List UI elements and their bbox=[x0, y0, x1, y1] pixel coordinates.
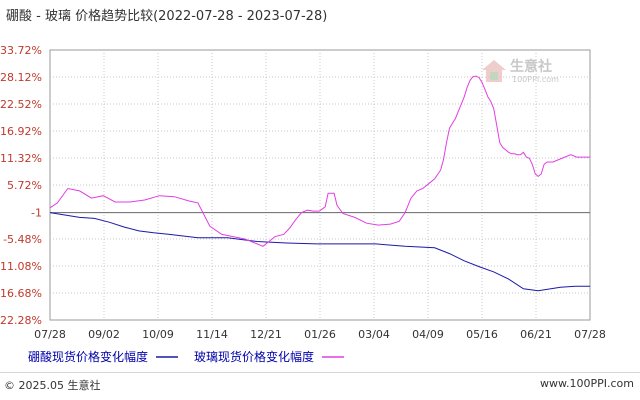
x-tick-label: 05/16 bbox=[466, 328, 498, 341]
series-line-1 bbox=[49, 212, 590, 292]
y-tick-label: 22.52% bbox=[0, 98, 42, 111]
watermark-brand: 生意社 bbox=[510, 58, 552, 75]
y-gridlines bbox=[50, 76, 590, 294]
y-tick-label: -22.28% bbox=[0, 314, 42, 327]
footer-site-link[interactable]: www.100PPI.com bbox=[540, 377, 634, 390]
y-tick-label: -1 bbox=[31, 207, 42, 220]
y-tick-label: 5.72% bbox=[7, 179, 42, 192]
x-tick-label: 07/28 bbox=[574, 328, 606, 341]
legend-label-1: 硼酸现货价格变化幅度 bbox=[28, 349, 148, 364]
x-tick-label: 06/21 bbox=[520, 328, 552, 341]
y-tick-label: 16.92% bbox=[0, 125, 42, 138]
y-tick-label: 11.32% bbox=[0, 152, 42, 165]
watermark-logo: 生意社 100PPI.com bbox=[482, 58, 559, 84]
x-tick-label: 04/09 bbox=[412, 328, 444, 341]
x-tick-label: 07/28 bbox=[34, 328, 66, 341]
x-axis-ticks: 07/28 09/02 10/09 11/14 12/21 01/26 03/04 04/09… bbox=[34, 328, 606, 341]
footer-copyright: © 2025.05 生意社 bbox=[4, 379, 101, 392]
x-tick-label: 09/02 bbox=[88, 328, 120, 341]
y-tick-label: -11.08% bbox=[0, 260, 42, 273]
house-icon bbox=[482, 60, 506, 82]
series-lines bbox=[49, 75, 590, 292]
y-tick-label: -5.48% bbox=[3, 233, 42, 246]
footer-divider bbox=[0, 372, 640, 373]
x-tick-label: 03/04 bbox=[358, 328, 390, 341]
series-line-2 bbox=[49, 75, 590, 247]
house-window bbox=[490, 72, 498, 80]
x-tick-label: 10/09 bbox=[142, 328, 174, 341]
watermark-domain: 100PPI.com bbox=[512, 75, 559, 84]
y-axis-ticks: 33.72% 28.12% 22.52% 16.92% 11.32% 5.72% -1 -5.… bbox=[0, 44, 42, 327]
x-tick-label: 01/26 bbox=[304, 328, 336, 341]
legend: 硼酸现货价格变化幅度 玻璃现货价格变化幅度 bbox=[28, 349, 345, 364]
y-tick-label: 28.12% bbox=[0, 71, 42, 84]
legend-label-2: 玻璃现货价格变化幅度 bbox=[194, 349, 314, 364]
x-tick-label: 11/14 bbox=[196, 328, 228, 341]
chart-title: 硼酸 - 玻璃 价格趋势比较(2022-07-28 - 2023-07-28) bbox=[6, 9, 328, 24]
y-tick-label: -16.68% bbox=[0, 287, 42, 300]
x-tick-label: 12/21 bbox=[250, 328, 282, 341]
y-tick-label: 33.72% bbox=[0, 44, 42, 57]
